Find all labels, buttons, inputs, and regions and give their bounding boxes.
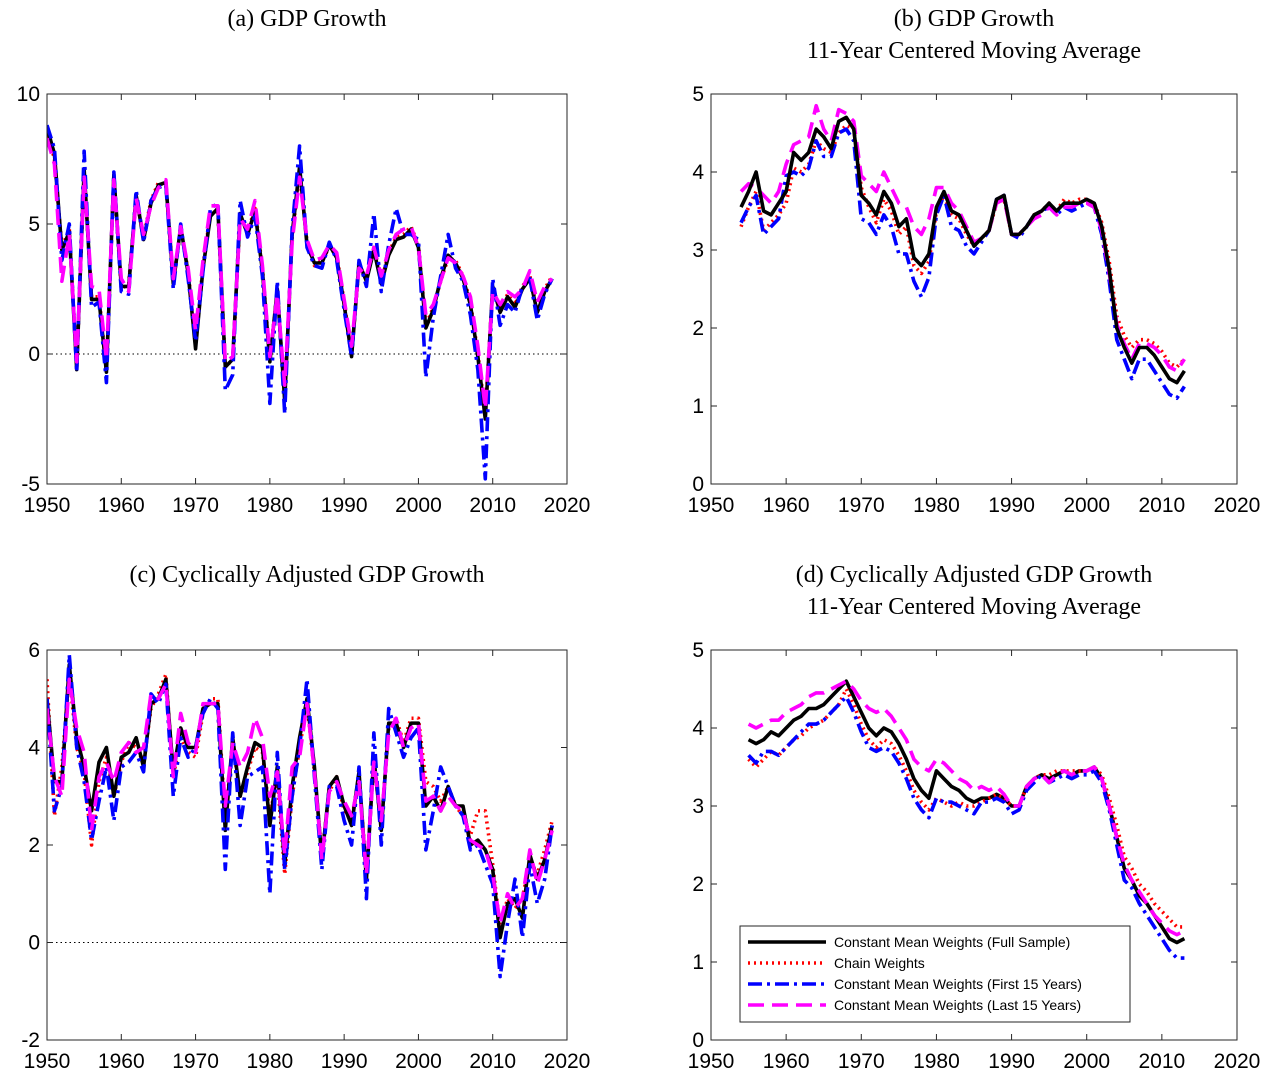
x-tick-label: 1960	[98, 1050, 145, 1073]
x-tick-label: 2010	[469, 494, 516, 517]
y-tick-label: 3	[692, 795, 704, 818]
x-tick-label: 1970	[838, 494, 885, 517]
x-tick-label: 2010	[469, 1050, 516, 1073]
series-line	[747, 679, 1186, 937]
x-tick-label: 2000	[1063, 494, 1110, 517]
series-line	[47, 677, 554, 925]
y-tick-label: 6	[28, 639, 40, 662]
x-tick-label: 1990	[988, 494, 1035, 517]
y-tick-label: 0	[28, 343, 40, 366]
x-tick-label: 2000	[1063, 1050, 1110, 1073]
series-line	[747, 687, 1185, 929]
x-tick-label: 1970	[172, 494, 219, 517]
panel-subtitle: 11-Year Centered Moving Average	[807, 594, 1141, 620]
legend-label: Constant Mean Weights (First 15 Years)	[834, 976, 1082, 992]
y-tick-label: 0	[692, 1029, 704, 1052]
x-tick-label: 2000	[395, 494, 442, 517]
y-tick-label: 2	[692, 873, 704, 896]
axes-box	[46, 93, 568, 485]
panel-title: (a) GDP Growth	[227, 6, 386, 32]
y-tick-label: -2	[21, 1029, 40, 1052]
plot-area	[47, 124, 554, 481]
x-tick-label: 1950	[688, 494, 735, 517]
y-tick-label: 2	[28, 834, 40, 857]
x-tick-label: 1960	[98, 494, 145, 517]
series-line	[747, 695, 1185, 960]
y-tick-label: 0	[692, 473, 704, 496]
y-tick-label: 4	[692, 161, 704, 184]
y-tick-label: 4	[28, 737, 40, 760]
x-tick-label: 1960	[763, 1050, 810, 1073]
x-tick-label: 1950	[24, 494, 71, 517]
y-tick-label: 2	[692, 317, 704, 340]
y-tick-label: 5	[692, 639, 704, 662]
panel-title: (c) Cyclically Adjusted GDP Growth	[129, 562, 484, 588]
panel-title: (d) Cyclically Adjusted GDP Growth	[796, 562, 1152, 588]
series-line	[739, 115, 1186, 385]
x-tick-label: 1960	[763, 494, 810, 517]
plot-area	[47, 653, 554, 979]
x-tick-label: 1980	[246, 494, 293, 517]
x-tick-label: 2020	[1214, 494, 1261, 517]
legend-label: Constant Mean Weights (Full Sample)	[834, 934, 1070, 950]
axes-box	[710, 649, 1238, 1041]
plot-area	[739, 103, 1186, 400]
legend-label: Constant Mean Weights (Last 15 Years)	[834, 997, 1081, 1013]
y-tick-label: 0	[28, 932, 40, 955]
x-tick-label: 1950	[24, 1050, 71, 1073]
plot-background	[711, 94, 1237, 484]
y-tick-label: 1	[692, 395, 704, 418]
y-tick-label: -5	[21, 473, 40, 496]
x-tick-label: 1990	[321, 494, 368, 517]
x-tick-label: 2000	[395, 1050, 442, 1073]
plot-area	[747, 679, 1186, 960]
panel-title: (b) GDP Growth	[894, 6, 1054, 32]
y-tick-label: 5	[28, 213, 40, 236]
y-tick-label: 3	[692, 239, 704, 262]
x-tick-label: 2010	[1138, 1050, 1185, 1073]
y-tick-label: 10	[17, 83, 40, 106]
x-tick-label: 2020	[544, 1050, 591, 1073]
x-tick-label: 1990	[321, 1050, 368, 1073]
legend-label: Chain Weights	[834, 955, 925, 971]
x-tick-label: 1970	[838, 1050, 885, 1073]
x-tick-label: 1980	[246, 1050, 293, 1073]
x-tick-label: 2020	[1214, 1050, 1261, 1073]
axes-box	[710, 93, 1238, 485]
x-tick-label: 1980	[913, 494, 960, 517]
series-line	[47, 137, 554, 411]
y-tick-label: 4	[692, 717, 704, 740]
x-tick-label: 1950	[688, 1050, 735, 1073]
series-line	[747, 679, 1186, 945]
x-tick-label: 2020	[544, 494, 591, 517]
x-tick-label: 1990	[988, 1050, 1035, 1073]
y-tick-label: 5	[692, 83, 704, 106]
x-tick-label: 1970	[172, 1050, 219, 1073]
panel-subtitle: 11-Year Centered Moving Average	[807, 38, 1141, 64]
x-tick-label: 2010	[1138, 494, 1185, 517]
y-tick-label: 1	[692, 951, 704, 974]
x-tick-label: 1980	[913, 1050, 960, 1073]
